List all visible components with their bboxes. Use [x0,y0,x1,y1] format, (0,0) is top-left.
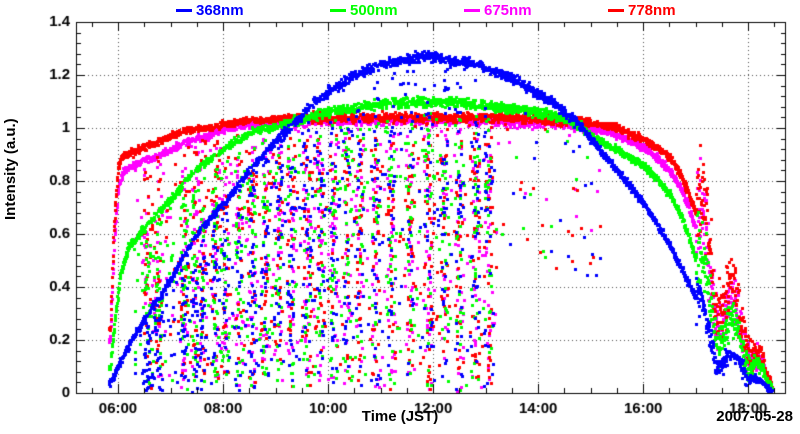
date-annotation: 2007-05-28 [716,408,793,425]
y-axis-title: Intensity (a.u.) [2,118,19,220]
legend-label-368nm: 368nm [196,1,244,19]
legend-swatch-778nm [608,8,624,12]
legend-swatch-368nm [176,8,192,12]
legend-label-778nm: 778nm [628,1,676,19]
legend-item-675nm: 675nm [464,0,532,20]
legend-item-500nm: 500nm [330,0,398,20]
legend-swatch-675nm [464,8,480,12]
legend-label-500nm: 500nm [350,1,398,19]
x-axis-title: Time (JST) [361,408,439,425]
legend-label-675nm: 675nm [484,1,532,19]
legend-item-778nm: 778nm [608,0,676,20]
legend-swatch-500nm [330,8,346,12]
legend-item-368nm: 368nm [176,0,244,20]
